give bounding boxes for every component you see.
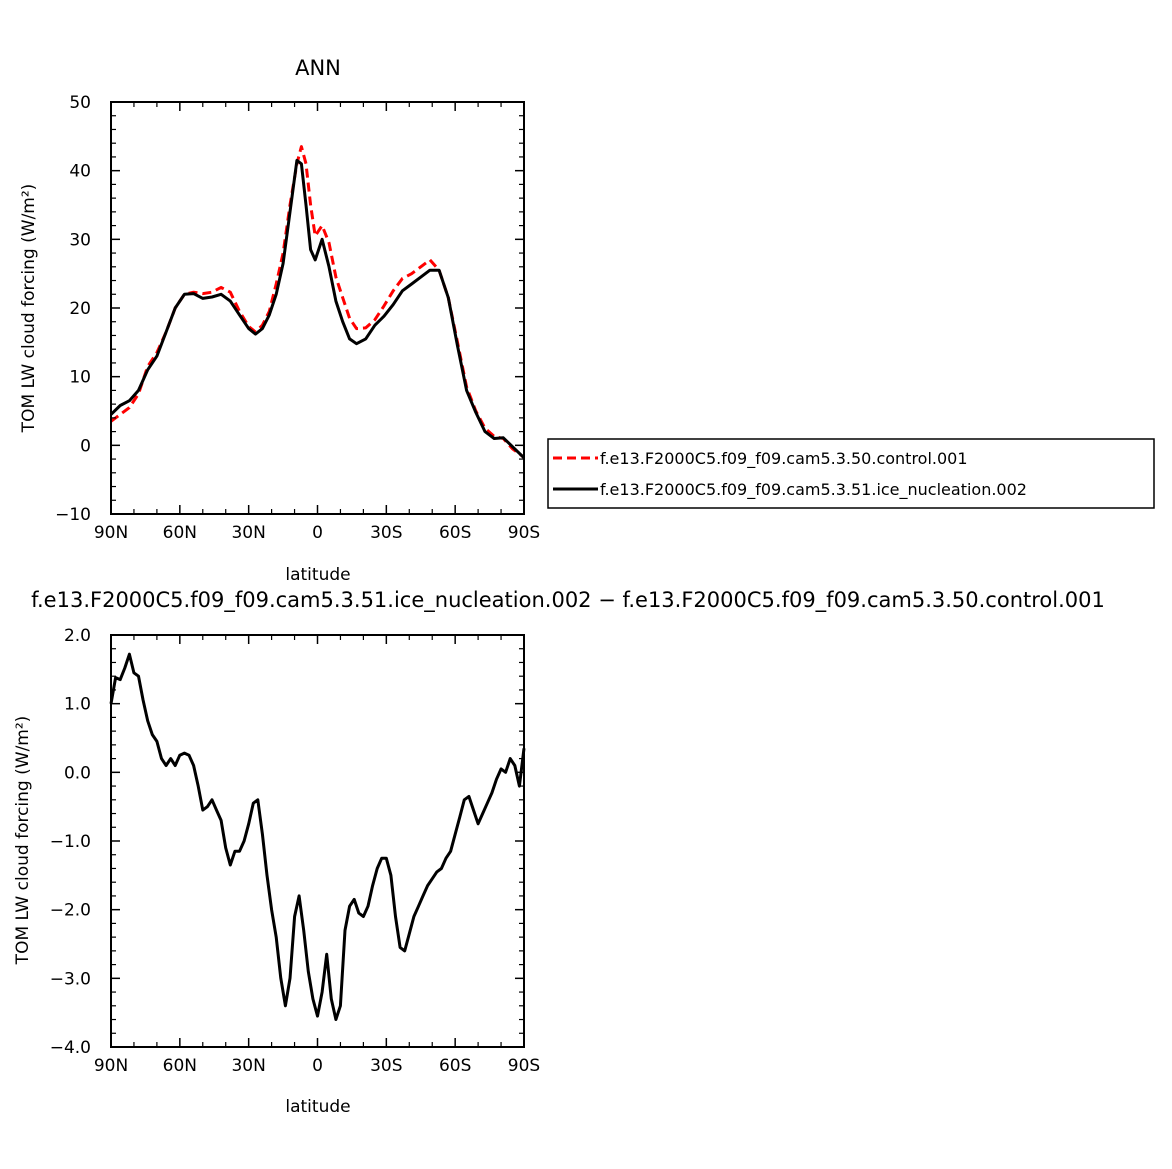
chart-bottom-ticks: 90N 60N 30N 0 30S 60S 90S −4.0 −3.0 −2.0 −1.0 0.0 1.… [50, 626, 541, 1076]
chart-top-xtick-label: 0 [312, 523, 323, 543]
chart-top-ytick-label: −10 [55, 505, 91, 525]
chart-top-xtick-label: 30N [231, 523, 265, 543]
chart-top-ytick-label: 20 [69, 299, 91, 319]
chart-top-series-1 [109, 158, 526, 459]
chart-bottom-xtick-label: 60N [163, 1056, 197, 1076]
chart-bottom-xtick-label: 90S [508, 1056, 540, 1076]
chart-bottom-series-layer [109, 652, 526, 1021]
legend-label-control: f.e13.F2000C5.f09_f09.cam5.3.50.control.… [600, 449, 968, 469]
chart-bottom-ytick-label: 0.0 [64, 763, 91, 783]
chart-top: ANN 90N 60N 30N 0 30S 60S 90S −10 0 10 20 30 40 50 TO… [19, 56, 1155, 585]
chart-top-ytick-label: 50 [69, 93, 91, 113]
chart-bottom-xlabel: latitude [285, 1097, 350, 1117]
chart-top-plot-frame [110, 101, 525, 515]
chart-top-xtick-label: 60N [163, 523, 197, 543]
chart-top-xtick-label: 60S [439, 523, 471, 543]
legend-label-ice-nucleation: f.e13.F2000C5.f09_f09.cam5.3.51.ice_nucl… [600, 480, 1027, 500]
chart-bottom-ylabel: TOM LW cloud forcing (W/m²) [13, 716, 33, 966]
chart-bottom-xtick-label: 0 [312, 1056, 323, 1076]
chart-bottom-ytick-label: −4.0 [50, 1038, 91, 1058]
chart-bottom-xtick-label: 30N [231, 1056, 265, 1076]
chart-bottom-ytick-label: −3.0 [50, 969, 91, 989]
chart-top-xtick-label: 90S [508, 523, 540, 543]
chart-bottom: f.e13.F2000C5.f09_f09.cam5.3.51.ice_nucl… [13, 588, 1105, 1117]
chart-top-series-layer [109, 145, 526, 459]
chart-top-ytick-label: 10 [69, 368, 91, 388]
chart-top-ytick-label: 30 [69, 230, 91, 250]
chart-bottom-xtick-label: 90N [94, 1056, 128, 1076]
chart-top-title: ANN [295, 56, 341, 80]
chart-bottom-ytick-label: 1.0 [64, 695, 91, 715]
chart-bottom-series-0 [109, 652, 526, 1021]
chart-bottom-title: f.e13.F2000C5.f09_f09.cam5.3.51.ice_nucl… [31, 588, 1105, 613]
legend-box [547, 438, 1155, 509]
chart-bottom-xtick-label: 30S [370, 1056, 402, 1076]
chart-top-xtick-label: 90N [94, 523, 128, 543]
chart-bottom-xtick-label: 60S [439, 1056, 471, 1076]
chart-top-xlabel: latitude [285, 565, 350, 585]
legend: f.e13.F2000C5.f09_f09.cam5.3.50.control.… [547, 438, 1155, 509]
chart-top-xtick-label: 30S [370, 523, 402, 543]
chart-bottom-ytick-label: −1.0 [50, 832, 91, 852]
chart-top-ytick-label: 0 [80, 436, 91, 456]
chart-bottom-ytick-label: 2.0 [64, 626, 91, 646]
chart-top-ytick-label: 40 [69, 162, 91, 182]
chart-bottom-ytick-label: −2.0 [50, 901, 91, 921]
chart-bottom-plot-frame [110, 634, 525, 1048]
chart-top-ylabel: TOM LW cloud forcing (W/m²) [19, 184, 39, 434]
chart-top-series-0 [110, 145, 526, 459]
chart-top-ticks: 90N 60N 30N 0 30S 60S 90S −10 0 10 20 30 40 50 [55, 93, 540, 543]
